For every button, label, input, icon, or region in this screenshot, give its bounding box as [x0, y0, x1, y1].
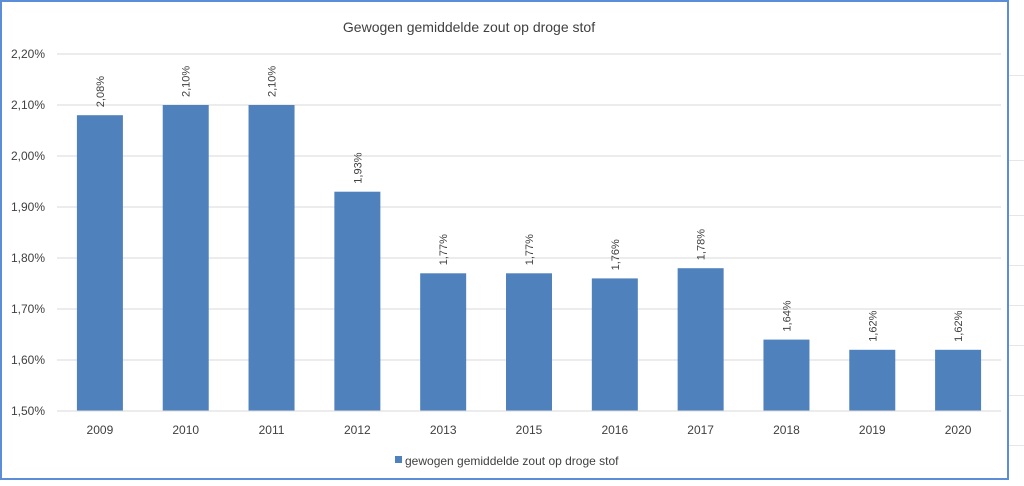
- legend-swatch: [395, 456, 402, 463]
- bar-2010: [162, 105, 209, 411]
- data-label-2018: 1,64%: [781, 300, 793, 331]
- bar-2013: [420, 273, 467, 411]
- bar-2015: [506, 273, 552, 411]
- x-axis-tick-labels: 2009 2010 2011 2012 2013 2015 2016 2017 2018 2019…: [87, 423, 972, 437]
- y-tick-label: 1,80%: [11, 251, 45, 265]
- y-tick-label: 2,00%: [11, 149, 45, 163]
- y-tick-label: 1,70%: [11, 302, 45, 316]
- legend-label: gewogen gemiddelde zout op droge stof: [405, 454, 619, 468]
- x-tick-label-2013: 2013: [430, 423, 457, 437]
- legend: gewogen gemiddelde zout op droge stof: [395, 454, 619, 468]
- x-tick-label-2018: 2018: [773, 423, 800, 437]
- y-tick-label: 2,10%: [11, 98, 45, 112]
- bars: [76, 105, 982, 411]
- y-axis-tick-labels: 2,20% 2,10% 2,00% 1,90% 1,80% 1,70% 1,60% 1,50%: [11, 47, 45, 418]
- bar-2012: [334, 191, 381, 411]
- bar-2016: [591, 278, 638, 411]
- bar-2009: [76, 115, 123, 411]
- x-tick-label-2011: 2011: [259, 423, 285, 437]
- x-tick-label-2012: 2012: [344, 423, 371, 437]
- bar-2011: [248, 105, 295, 411]
- x-tick-label-2017: 2017: [687, 423, 714, 437]
- y-tick-label: 1,60%: [11, 353, 45, 367]
- data-label-2015: 1,77%: [524, 234, 536, 265]
- data-label-2013: 1,77%: [438, 234, 450, 265]
- x-tick-label-2016: 2016: [601, 423, 628, 437]
- x-tick-label-2015: 2015: [516, 423, 543, 437]
- x-tick-label-2020: 2020: [945, 423, 972, 437]
- data-label-2017: 1,78%: [696, 229, 708, 260]
- data-label-2009: 2,08%: [95, 76, 107, 107]
- y-tick-label: 1,50%: [11, 404, 45, 418]
- y-tick-label: 1,90%: [11, 200, 45, 214]
- data-label-2012: 1,93%: [352, 152, 364, 183]
- data-label-2010: 2,10%: [181, 66, 193, 97]
- bar-2018: [763, 339, 810, 411]
- x-tick-label-2009: 2009: [87, 423, 114, 437]
- bar-2020: [935, 349, 982, 411]
- chart-title: Gewogen gemiddelde zout op droge stof: [343, 19, 595, 35]
- bar-2017: [677, 268, 724, 411]
- data-labels: 2,08% 2,10% 2,10% 1,93% 1,77% 1,77% 1,76% 1,78%…: [95, 66, 965, 342]
- data-label-2016: 1,76%: [610, 239, 622, 270]
- data-label-2020: 1,62%: [953, 310, 965, 341]
- y-tick-label: 2,20%: [11, 47, 45, 61]
- background-strip: [1009, 0, 1024, 486]
- bar-chart: Gewogen gemiddelde zout op droge stof 2,…: [11, 19, 1001, 468]
- x-tick-label-2019: 2019: [859, 423, 886, 437]
- bar-2019: [849, 349, 896, 411]
- data-label-2019: 1,62%: [867, 310, 879, 341]
- x-tick-label-2010: 2010: [172, 423, 199, 437]
- data-label-2011: 2,10%: [267, 66, 279, 97]
